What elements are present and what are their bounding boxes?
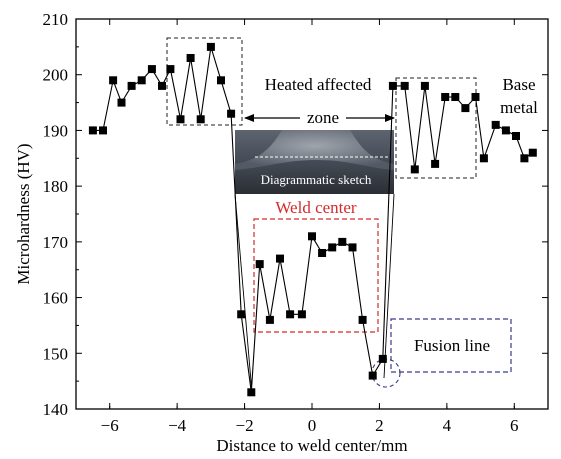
y-tick-label: 180 xyxy=(43,177,69,196)
data-point xyxy=(318,249,327,257)
axis-ticks xyxy=(76,18,548,410)
data-point xyxy=(286,310,295,319)
left-haz-box xyxy=(166,37,243,126)
sketch-caption: Diagrammatic sketch xyxy=(261,172,372,187)
data-point xyxy=(88,126,97,135)
data-point xyxy=(431,159,440,168)
data-point xyxy=(255,260,264,269)
sketch-connector-left xyxy=(234,193,253,394)
data-point xyxy=(176,115,185,124)
data-point xyxy=(196,115,205,124)
data-point xyxy=(368,371,377,380)
x-tick-label: 2 xyxy=(375,416,384,435)
fusion-line-box xyxy=(390,318,512,373)
y-tick-label: 190 xyxy=(43,121,69,140)
data-point xyxy=(127,81,136,90)
data-point xyxy=(137,76,146,85)
data-point xyxy=(328,243,337,252)
data-point xyxy=(158,81,166,90)
microhardness-points xyxy=(88,42,537,397)
x-tick-label: 0 xyxy=(308,416,317,435)
data-point xyxy=(528,148,537,157)
data-point xyxy=(117,98,126,107)
data-point xyxy=(217,76,225,85)
data-point xyxy=(109,76,118,85)
y-tick-label: 140 xyxy=(43,400,69,419)
x-axis-title: Distance to weld center/mm xyxy=(216,436,407,455)
data-point xyxy=(512,132,520,140)
y-tick-label: 170 xyxy=(43,233,69,252)
data-point xyxy=(186,54,195,62)
data-point xyxy=(297,310,306,319)
y-tick-label: 210 xyxy=(43,10,69,29)
y-tick-label: 200 xyxy=(43,66,69,85)
data-point xyxy=(491,120,500,129)
x-tick-label: −6 xyxy=(101,416,119,435)
x-tick-label: −4 xyxy=(168,416,187,435)
heated-affected-label: Heated affected xyxy=(265,75,372,94)
data-point xyxy=(520,154,529,163)
data-point xyxy=(206,42,215,51)
metal-label: metal xyxy=(500,98,538,117)
data-point xyxy=(166,65,175,74)
data-point xyxy=(451,93,460,101)
data-point xyxy=(400,81,409,90)
data-point xyxy=(378,354,387,363)
data-point xyxy=(501,126,510,135)
data-point xyxy=(471,93,480,101)
axis-tick-labels: −6 −4 −2 0 2 4 6 140 150 160 170 180 190 200 210 xyxy=(43,10,519,435)
data-point xyxy=(338,237,347,246)
data-point xyxy=(461,104,470,113)
data-point xyxy=(247,388,256,397)
right-haz-box xyxy=(395,77,477,179)
data-point xyxy=(237,310,246,319)
sketch-connector-right xyxy=(383,193,395,379)
data-point xyxy=(99,126,107,135)
weld-center-box xyxy=(253,218,379,333)
y-tick-label: 160 xyxy=(43,289,69,308)
data-point xyxy=(348,243,357,252)
y-axis-title: Microhardness (HV) xyxy=(14,143,33,284)
weld-center-label: Weld center xyxy=(275,198,357,217)
x-tick-label: 4 xyxy=(443,416,452,435)
y-tick-label: 150 xyxy=(43,344,69,363)
data-point xyxy=(276,254,284,263)
zone-label: zone xyxy=(307,108,339,127)
data-point xyxy=(147,65,156,74)
data-point xyxy=(441,93,450,101)
x-tick-label: 6 xyxy=(510,416,519,435)
base-label: Base xyxy=(502,75,535,94)
data-point xyxy=(479,154,488,163)
data-point xyxy=(358,315,367,324)
data-point xyxy=(227,109,236,118)
weld-sketch: Diagrammatic sketch xyxy=(235,130,394,194)
x-tick-label: −2 xyxy=(236,416,254,435)
data-point xyxy=(265,315,274,324)
fusion-line-label: Fusion line xyxy=(414,336,490,355)
data-point xyxy=(308,232,316,241)
data-point xyxy=(410,165,419,174)
data-point xyxy=(388,81,397,90)
data-point xyxy=(420,81,429,90)
